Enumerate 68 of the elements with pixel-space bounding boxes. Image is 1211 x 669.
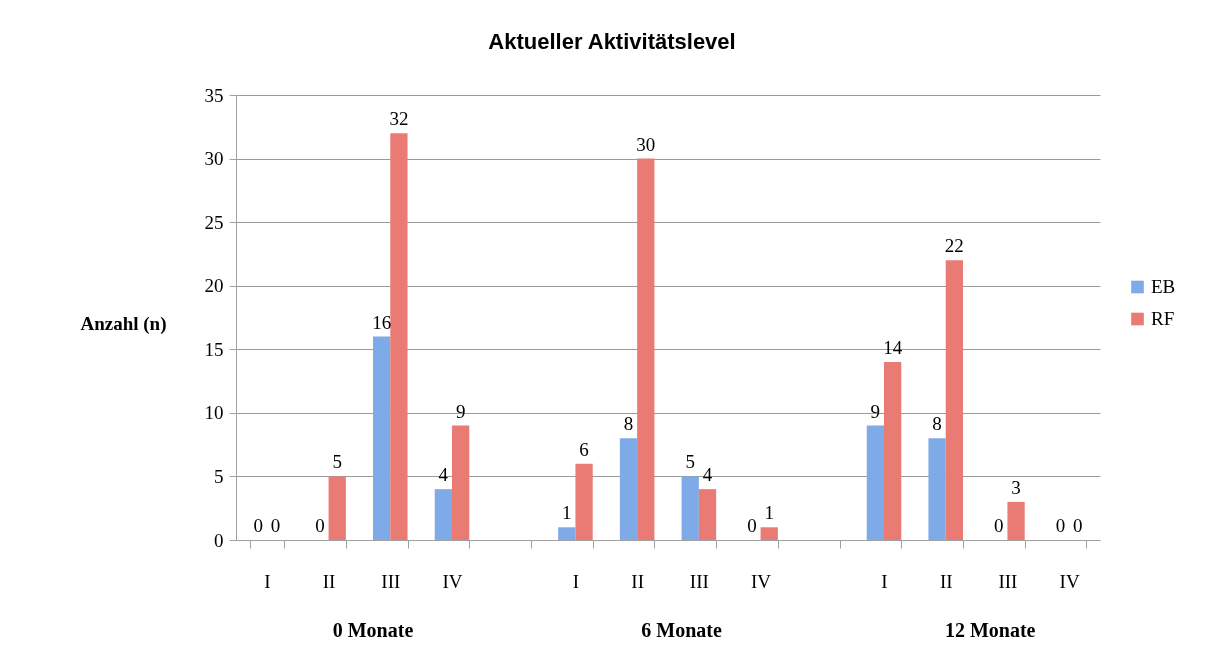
y-tick-label: 20 [204, 275, 224, 297]
x-tick-label: IV [442, 570, 463, 592]
y-tick-label: 25 [204, 211, 224, 233]
x-tick-label: II [939, 570, 953, 592]
x-tick-label: II [322, 570, 336, 592]
bar [884, 362, 902, 540]
bar [698, 489, 717, 540]
text: 12 Monate [944, 619, 1036, 641]
data-label: 6 [579, 438, 589, 460]
data-label: 0 [270, 515, 281, 536]
data-label: 32 [389, 108, 409, 130]
bar [760, 527, 778, 540]
x-tick-label: III [998, 570, 1018, 592]
bar [373, 336, 391, 540]
x-tick-label: III [689, 570, 709, 592]
x-tick-label: I [881, 570, 888, 592]
data-label: 4 [702, 464, 713, 486]
data-label: 1 [764, 502, 774, 524]
bar [328, 476, 346, 540]
data-label: 16 [372, 311, 392, 333]
legend-label: RF [1151, 308, 1175, 329]
y-tick-label: 35 [204, 84, 224, 106]
bar [945, 260, 963, 540]
legend-label: EB [1151, 276, 1176, 297]
x-tick-label: I [264, 570, 271, 592]
bar [681, 476, 699, 540]
chart-title: Aktueller Aktivitätslevel [488, 29, 736, 54]
y-tick-label: 10 [204, 402, 224, 424]
x-tick-label: IV [751, 570, 772, 592]
data-label: 1 [562, 502, 572, 524]
y-tick-label: 15 [204, 338, 224, 360]
text: 6 Monate [641, 619, 722, 641]
data-label: 0 [1055, 515, 1066, 536]
data-label: 0 [747, 515, 757, 536]
data-label: 4 [438, 464, 449, 486]
bar [434, 489, 452, 540]
bar [866, 425, 884, 540]
bar [928, 438, 946, 540]
data-label: 5 [332, 451, 342, 473]
bar [1007, 501, 1025, 540]
data-label: 9 [455, 400, 466, 422]
data-label: 22 [944, 235, 964, 257]
data-label: 30 [636, 133, 656, 155]
data-label: 8 [932, 413, 942, 435]
y-tick-label: 30 [204, 148, 224, 170]
y-tick-label: 0 [214, 529, 224, 551]
x-tick-label: III [381, 570, 401, 592]
x-tick-label: I [572, 570, 580, 592]
data-label: 0 [994, 515, 1004, 536]
data-label: 8 [623, 413, 634, 435]
x-tick-label: IV [1059, 570, 1080, 592]
y-tick-label: 5 [214, 465, 224, 487]
data-label: 0 [1073, 515, 1083, 536]
data-label: 3 [1011, 476, 1021, 498]
y-axis-title: Anzahl (n) [80, 313, 167, 335]
bar [558, 527, 576, 540]
bar [390, 133, 408, 540]
bar [619, 438, 638, 540]
data-label: 14 [883, 337, 903, 358]
data-label: 5 [685, 451, 695, 473]
text: 0 Monate [332, 619, 414, 641]
data-label: 0 [253, 515, 263, 536]
bar [452, 425, 470, 540]
data-label: 9 [870, 400, 881, 422]
data-label: 0 [315, 515, 325, 536]
x-tick-label: II [631, 570, 644, 592]
bar [575, 463, 593, 540]
bar [637, 158, 655, 540]
